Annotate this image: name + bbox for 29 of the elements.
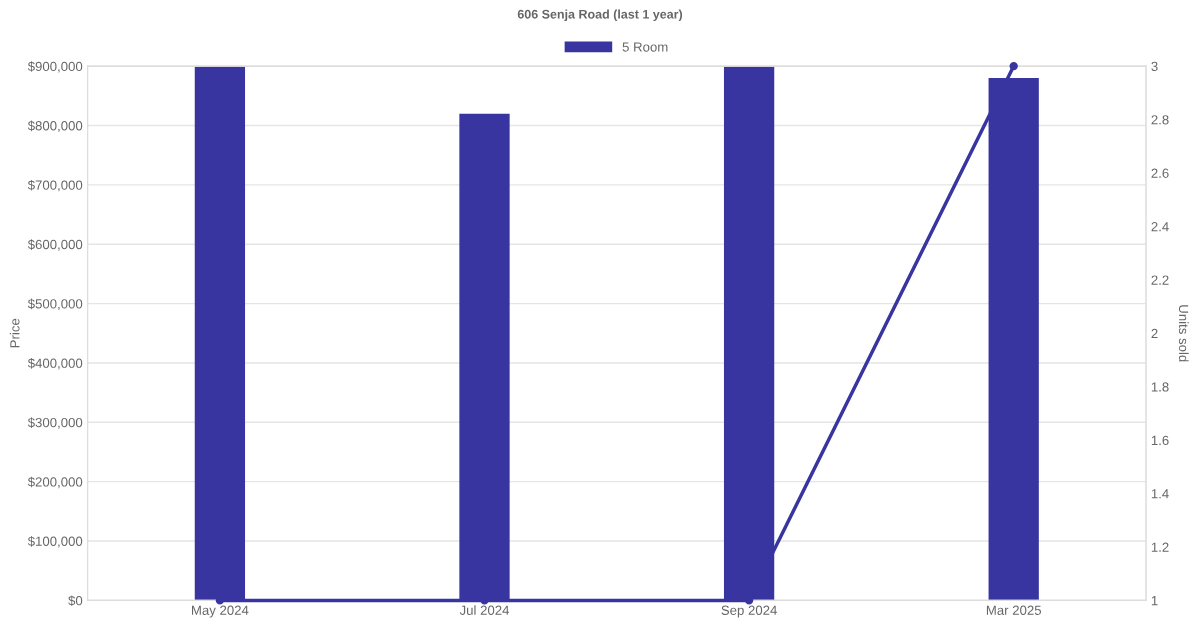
y-tick-label: $200,000 bbox=[27, 476, 83, 489]
y2-tick-label: 2.8 bbox=[1151, 115, 1169, 125]
y2-tick-label: 1.4 bbox=[1151, 489, 1169, 499]
y-tick-label: $700,000 bbox=[27, 179, 83, 192]
y-tick-label: $0 bbox=[68, 595, 83, 607]
y-tick-label: $900,000 bbox=[27, 61, 83, 73]
legend-label: 5 Room bbox=[622, 42, 668, 52]
chart-title: 606 Senja Road (last 1 year) bbox=[517, 9, 683, 22]
y-tick-label: $400,000 bbox=[27, 357, 83, 370]
y2-tick-label: 2.6 bbox=[1151, 168, 1169, 178]
y2-tick-label: 1.6 bbox=[1151, 435, 1169, 446]
x-tick-label: Sep 2024 bbox=[721, 605, 777, 618]
y-tick-label: $100,000 bbox=[27, 536, 83, 548]
y2-tick-label: 2 bbox=[1151, 328, 1158, 339]
y-axis-title: Price bbox=[9, 318, 20, 348]
y-tick-label: $800,000 bbox=[27, 120, 83, 132]
x-tick-label: Mar 2025 bbox=[986, 605, 1042, 615]
y2-tick-label: 3 bbox=[1151, 61, 1158, 72]
y2-tick-label: 2.2 bbox=[1151, 275, 1169, 285]
y2-tick-label: 1.2 bbox=[1151, 542, 1169, 552]
y-tick-label: $300,000 bbox=[27, 417, 83, 429]
y-tick-label: $600,000 bbox=[27, 239, 83, 251]
y2-tick-label: 1 bbox=[1151, 596, 1158, 606]
x-tick-label: May 2024 bbox=[192, 605, 249, 618]
y-tick-label: $500,000 bbox=[27, 298, 83, 311]
y2-tick-label: 1.8 bbox=[1151, 382, 1169, 392]
y2-tick-label: 2.4 bbox=[1151, 221, 1169, 232]
y2-axis-title: Units sold bbox=[1178, 305, 1189, 362]
x-tick-label: Jul 2024 bbox=[459, 605, 510, 615]
